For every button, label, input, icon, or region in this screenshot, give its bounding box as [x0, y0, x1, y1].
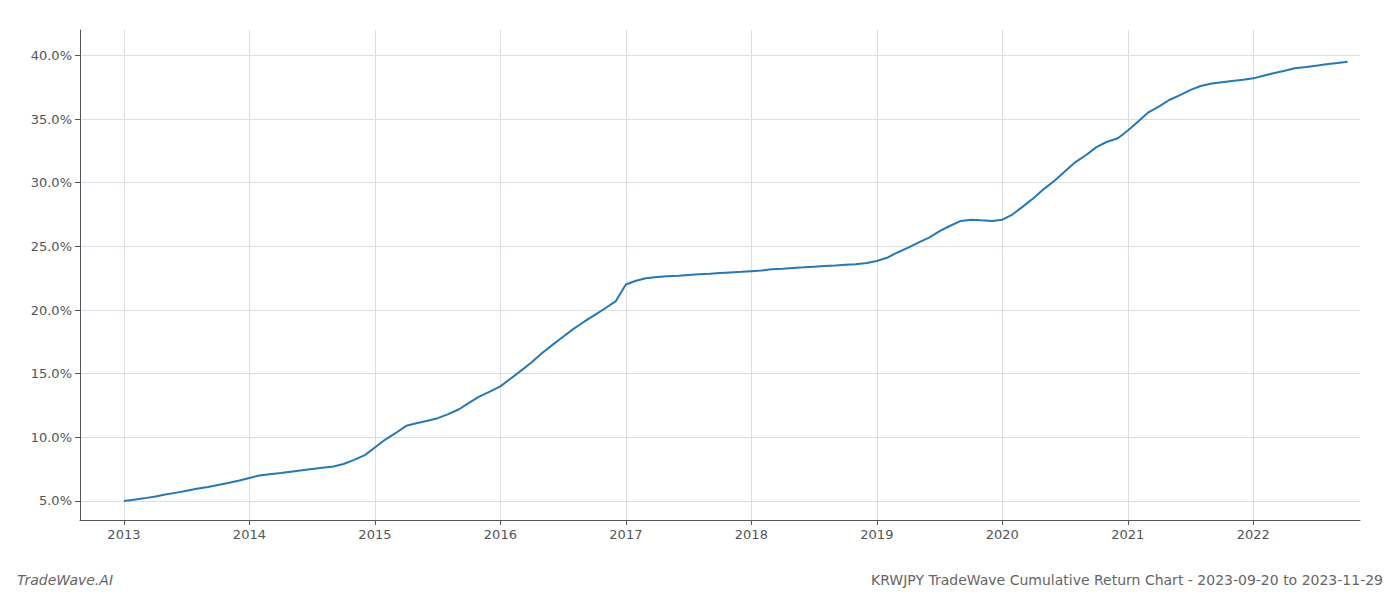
svg-text:2022: 2022	[1237, 527, 1270, 542]
svg-text:25.0%: 25.0%	[31, 239, 72, 254]
svg-text:10.0%: 10.0%	[31, 430, 72, 445]
svg-text:2016: 2016	[484, 527, 517, 542]
svg-text:2020: 2020	[986, 527, 1019, 542]
svg-text:2019: 2019	[860, 527, 893, 542]
svg-text:KRWJPY TradeWave Cumulative Re: KRWJPY TradeWave Cumulative Return Chart…	[871, 572, 1383, 588]
svg-text:TradeWave.AI: TradeWave.AI	[17, 572, 113, 588]
svg-text:2013: 2013	[107, 527, 140, 542]
svg-text:2017: 2017	[609, 527, 642, 542]
svg-text:30.0%: 30.0%	[31, 175, 72, 190]
svg-text:20.0%: 20.0%	[31, 303, 72, 318]
svg-text:35.0%: 35.0%	[31, 112, 72, 127]
svg-text:2021: 2021	[1111, 527, 1144, 542]
svg-text:5.0%: 5.0%	[39, 493, 72, 508]
svg-text:2018: 2018	[735, 527, 768, 542]
svg-text:40.0%: 40.0%	[31, 48, 72, 63]
svg-text:2015: 2015	[358, 527, 391, 542]
svg-text:2014: 2014	[233, 527, 266, 542]
svg-text:15.0%: 15.0%	[31, 366, 72, 381]
